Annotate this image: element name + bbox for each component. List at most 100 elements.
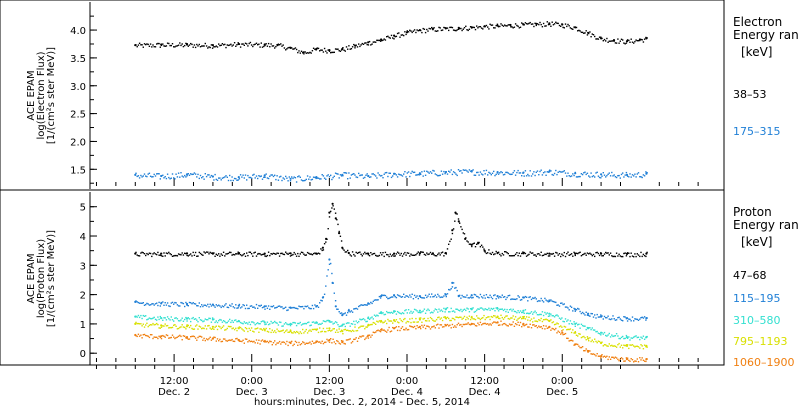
data-point (365, 337, 367, 339)
data-point (148, 317, 151, 319)
data-point (573, 174, 575, 177)
data-point (285, 343, 287, 345)
data-point (563, 170, 565, 172)
data-point (622, 255, 624, 258)
data-point (479, 26, 482, 28)
data-point (289, 252, 292, 255)
data-point (418, 295, 421, 298)
data-point (563, 321, 565, 323)
data-point (395, 313, 398, 315)
proton-panel-frame (0, 189, 725, 366)
data-point (409, 255, 411, 257)
data-point (605, 356, 607, 358)
data-point (439, 310, 441, 312)
data-point (612, 39, 616, 42)
data-point (513, 26, 516, 28)
data-point (332, 328, 334, 330)
data-point (533, 171, 535, 173)
data-point (282, 329, 284, 331)
data-point (239, 326, 242, 329)
data-point (417, 30, 419, 32)
proton-y-label-line: ACE EPAM (26, 253, 37, 303)
data-point (620, 319, 623, 321)
data-point (521, 298, 523, 301)
data-point (517, 254, 519, 257)
data-point (558, 305, 561, 307)
data-point (199, 174, 202, 177)
data-point (322, 320, 325, 322)
data-point (539, 326, 541, 328)
data-point (602, 172, 604, 174)
data-point (400, 313, 402, 315)
data-point (495, 250, 497, 253)
data-point (446, 293, 449, 295)
data-point (378, 39, 381, 42)
data-point (544, 318, 546, 321)
data-point (177, 327, 180, 330)
data-point (312, 321, 315, 323)
data-point (620, 255, 623, 258)
data-point (365, 326, 367, 328)
data-point (333, 208, 335, 210)
data-point (173, 320, 175, 322)
data-point (345, 46, 348, 48)
data-point (187, 324, 189, 327)
data-point (134, 322, 137, 325)
data-point (534, 310, 536, 312)
data-point (393, 319, 396, 322)
data-point (487, 323, 489, 325)
data-point (528, 296, 530, 299)
data-point (331, 202, 334, 205)
data-point (367, 44, 370, 46)
data-point (542, 319, 545, 321)
data-point (603, 38, 606, 41)
data-point (566, 175, 568, 177)
data-point (401, 175, 404, 177)
data-point (259, 253, 261, 255)
data-point (243, 304, 245, 307)
data-point (562, 320, 564, 323)
data-point (525, 323, 528, 326)
data-point (179, 334, 181, 337)
data-point (306, 305, 309, 307)
data-point (171, 326, 174, 329)
data-point (379, 321, 382, 323)
data-point (237, 338, 240, 342)
data-point (169, 44, 171, 47)
data-point (406, 30, 408, 32)
data-point (177, 44, 180, 46)
data-point (426, 296, 428, 299)
data-point (434, 173, 436, 175)
data-point (483, 170, 485, 172)
data-point (443, 307, 445, 310)
data-point (550, 313, 552, 315)
data-point (437, 175, 439, 177)
data-point (424, 174, 427, 176)
data-point (236, 337, 238, 340)
data-point (513, 254, 516, 257)
data-point (185, 325, 189, 328)
data-point (636, 173, 638, 175)
data-point (270, 253, 272, 255)
data-point (359, 45, 361, 48)
data-point (237, 304, 240, 307)
data-point (298, 175, 300, 177)
data-point (490, 315, 492, 318)
data-point (213, 179, 215, 181)
data-point (490, 296, 492, 298)
data-point (336, 321, 338, 324)
data-point (418, 29, 421, 32)
data-point (320, 331, 322, 333)
data-point (491, 297, 494, 300)
data-point (320, 323, 322, 325)
data-point (317, 252, 320, 254)
data-point (405, 309, 407, 311)
data-point (211, 252, 214, 255)
data-point (583, 32, 585, 34)
data-point (591, 254, 593, 257)
data-point (340, 49, 343, 51)
data-point (440, 324, 443, 326)
data-point (250, 321, 253, 323)
data-point (558, 24, 561, 27)
data-point (215, 253, 217, 255)
